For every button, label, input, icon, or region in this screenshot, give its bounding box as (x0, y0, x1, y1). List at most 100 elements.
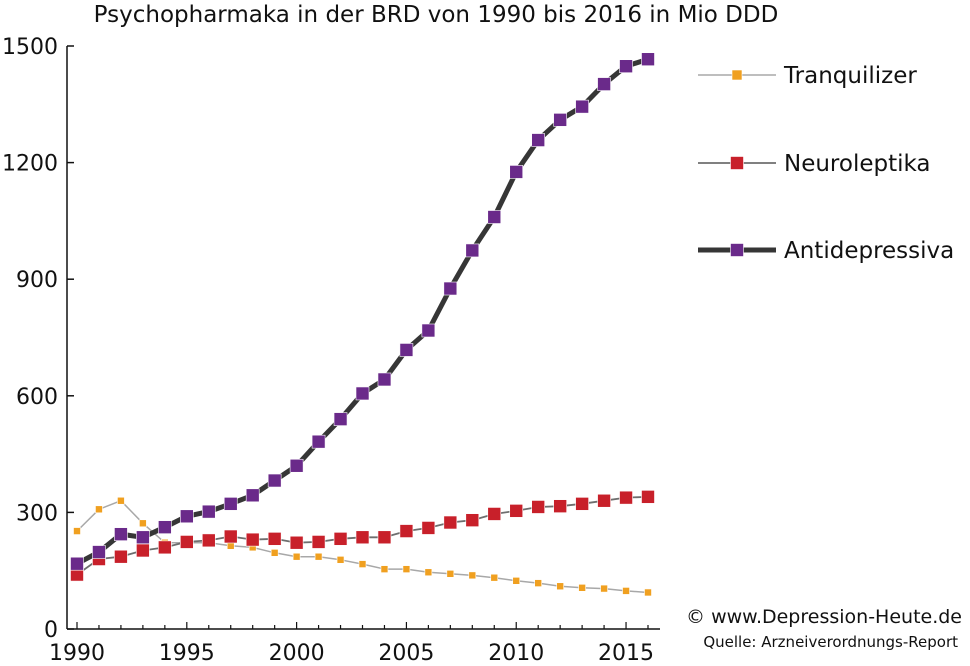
copyright-text: © www.Depression-Heute.de (686, 606, 962, 628)
data-point (158, 540, 172, 555)
data-point (136, 530, 150, 545)
data-point (92, 545, 106, 559)
legend-item: Antidepressiva (698, 238, 954, 264)
data-point (292, 552, 301, 561)
data-point (314, 552, 323, 561)
data-point (201, 533, 216, 548)
data-point (509, 504, 524, 518)
data-point (117, 496, 125, 505)
data-point (644, 588, 652, 597)
data-point (578, 584, 586, 592)
data-point (355, 530, 370, 545)
legend-item: Neuroleptika (698, 151, 931, 177)
legend-marker (730, 156, 744, 170)
legend-label: Tranquilizer (783, 63, 917, 89)
data-point (597, 493, 611, 508)
data-point (575, 497, 589, 511)
data-point (114, 549, 128, 564)
data-point (619, 490, 633, 505)
data-point (270, 549, 279, 557)
data-point (136, 543, 150, 558)
data-point (399, 343, 414, 357)
data-point (575, 99, 589, 114)
data-point (622, 587, 630, 595)
data-point (289, 458, 304, 473)
data-point (70, 556, 84, 571)
y-tick-label: 300 (16, 501, 58, 526)
data-point (73, 527, 81, 535)
data-point (487, 210, 502, 224)
data-point (641, 52, 655, 67)
data-point (245, 488, 260, 503)
data-point (487, 507, 502, 521)
data-point (267, 532, 282, 546)
data-point (311, 434, 326, 449)
data-point (336, 556, 345, 564)
legend-label: Neuroleptika (784, 151, 931, 177)
data-point (267, 473, 282, 488)
data-point (421, 323, 436, 338)
y-tick-label: 1200 (2, 152, 58, 177)
x-tick-label: 1995 (159, 641, 215, 666)
data-point (641, 490, 655, 504)
data-point (531, 133, 545, 147)
data-point (490, 573, 499, 582)
source-text: Quelle: Arzneiverordnungs-Report (703, 633, 958, 651)
data-point (289, 535, 304, 550)
data-point (443, 515, 458, 530)
series-neuroleptika (70, 490, 655, 582)
data-point (465, 513, 480, 527)
data-point (556, 582, 564, 591)
data-point (245, 532, 260, 547)
data-point (553, 499, 567, 513)
data-point (355, 386, 370, 401)
y-tick-label: 900 (16, 268, 58, 293)
data-point (402, 565, 411, 573)
data-point (333, 532, 348, 546)
data-point (597, 77, 611, 91)
x-tick-label: 2005 (378, 641, 434, 666)
data-point (509, 165, 524, 179)
data-point (95, 505, 103, 514)
data-point (512, 577, 521, 585)
data-point (226, 542, 235, 550)
y-tick-label: 600 (16, 385, 58, 410)
x-tick-label: 2015 (598, 641, 654, 666)
x-tick-label: 1990 (49, 641, 105, 666)
data-point (358, 560, 367, 568)
legend-label: Antidepressiva (784, 238, 954, 264)
data-point (377, 372, 392, 387)
data-point (139, 519, 147, 528)
data-point (223, 529, 238, 544)
series-antidepressiva (70, 52, 655, 571)
data-point (158, 520, 172, 534)
data-point (399, 524, 414, 538)
data-point (443, 281, 458, 296)
data-point (114, 527, 128, 541)
data-point (531, 500, 545, 514)
x-tick-label: 2010 (488, 641, 544, 666)
series-line (75, 56, 649, 566)
data-point (421, 521, 436, 535)
data-point (180, 535, 194, 549)
data-point (534, 579, 542, 587)
data-point (468, 571, 477, 580)
x-ticks: 1990 1995 2000 2005 2010 2015 (49, 622, 654, 666)
data-point (311, 535, 326, 549)
axes: 0 300 600 900 1200 1500 1990 1995 2000 2005 2010 2… (2, 35, 660, 666)
y-ticks: 0 300 600 900 1200 1500 (2, 35, 74, 643)
y-tick-label: 1500 (2, 35, 58, 60)
data-point (333, 412, 348, 426)
data-point (223, 497, 238, 511)
chart-title: Psychopharmaka in der BRD von 1990 bis 2… (93, 2, 779, 28)
data-point (380, 565, 389, 573)
data-point (446, 570, 455, 578)
legend: Tranquilizer Neuroleptika Antidepressiva (698, 63, 954, 264)
data-point (424, 568, 433, 577)
data-point (180, 509, 194, 524)
x-tick-label: 2000 (269, 641, 325, 666)
data-point (377, 530, 392, 545)
y-tick-label: 0 (44, 618, 58, 643)
data-point (553, 113, 567, 127)
